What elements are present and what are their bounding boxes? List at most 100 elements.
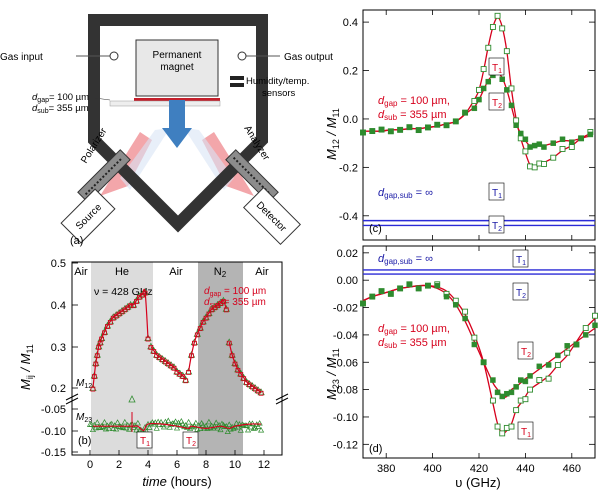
b-m12-point xyxy=(147,342,155,350)
c-inf-t2-label: T2 xyxy=(492,221,502,233)
c-point-t2 xyxy=(527,144,533,150)
c-t1-box xyxy=(488,57,505,76)
c-ytick-label: -0.2 xyxy=(339,162,358,174)
c-point-t2 xyxy=(443,122,450,128)
c-inf-t1-label: T1 xyxy=(492,188,502,200)
region-label-air-3: Air xyxy=(255,266,269,278)
humidity-sensor-1 xyxy=(230,76,244,80)
d-point-t2 xyxy=(499,393,505,400)
b-ytick-m0.15: -0.15 xyxy=(41,447,66,459)
d-ytick-label: -0.12 xyxy=(333,439,358,451)
c-point-t2 xyxy=(425,124,431,131)
d-point-t2 xyxy=(425,282,431,289)
d-point-t2 xyxy=(513,384,519,390)
b-m23-point xyxy=(250,425,257,431)
b-yticks: 0.5 0.4 0.3 0.2 -0.05 -0.10 -0.15 xyxy=(41,258,78,459)
d-data-layer xyxy=(360,269,598,437)
b-xtick-0: 0 xyxy=(87,459,93,471)
c-point-t1 xyxy=(513,117,520,124)
b-m23-point xyxy=(146,424,153,430)
b-m23-point xyxy=(258,426,265,433)
d-ytick-label: 0.02 xyxy=(337,248,358,260)
d-point-t1 xyxy=(489,397,496,404)
d-point-t2 xyxy=(555,352,561,359)
c-point-t2 xyxy=(504,87,510,93)
b-m23-point xyxy=(214,424,221,431)
b-m12-point xyxy=(144,334,152,341)
b-m12-point xyxy=(245,380,254,387)
d-xtick-label: 380 xyxy=(377,463,395,475)
b-m23-fit-curve xyxy=(92,422,262,432)
d-point-t1 xyxy=(462,308,469,315)
b-m12-point xyxy=(89,384,97,392)
b-m12-fit-curve-4 xyxy=(228,342,262,393)
d-point-t1 xyxy=(554,362,561,368)
c-ytick-label: 0.4 xyxy=(343,17,358,29)
b-ytick-m0.05: -0.05 xyxy=(41,404,66,416)
gas-output-port xyxy=(237,51,247,61)
b-m12-point xyxy=(153,350,161,358)
d-point-t2 xyxy=(388,291,394,297)
region-label-n2: N2 xyxy=(214,266,227,279)
b-m23-point xyxy=(153,425,160,431)
c-point-t2 xyxy=(550,140,556,146)
b-m12-point xyxy=(205,309,213,316)
d-point-t2 xyxy=(573,341,580,348)
b-m12-point xyxy=(124,302,132,310)
d-point-t2 xyxy=(582,332,589,338)
gas-input-port xyxy=(109,51,119,61)
b-m23-point xyxy=(226,421,233,428)
b-m23-point xyxy=(121,418,128,425)
b-m23-outlier xyxy=(128,395,136,403)
b-ytick-0.2: 0.2 xyxy=(51,383,66,395)
b-m12-point xyxy=(199,317,207,325)
d-point-t2 xyxy=(415,285,422,292)
b-m12-point xyxy=(155,352,164,360)
b-m23-point xyxy=(217,426,224,433)
d-inf-t1-box xyxy=(512,249,529,268)
panel-a: Permanent magnet B Gas input Gas output … xyxy=(0,14,333,247)
b-m23-point xyxy=(205,418,212,425)
d-xtick-label: 400 xyxy=(423,463,441,475)
d-t1-box xyxy=(517,421,534,440)
c-point-t2 xyxy=(406,124,413,130)
b-m12-point xyxy=(216,298,225,306)
d-point-t1 xyxy=(527,386,533,393)
b-t1-box xyxy=(136,431,153,449)
b-m12-fit-point xyxy=(226,340,232,346)
c-point-t2 xyxy=(480,85,487,92)
b-xtick-6: 6 xyxy=(174,459,180,471)
c-point-t2 xyxy=(559,136,566,143)
region-label-air-2: Air xyxy=(169,266,183,278)
d-t2-box xyxy=(517,341,534,360)
c-point-t2 xyxy=(485,78,492,85)
panel-a-label: (a) xyxy=(70,235,83,247)
c-t2-label: T2 xyxy=(492,98,502,110)
b-xtick-10: 10 xyxy=(229,459,241,471)
b-m12-point xyxy=(196,323,204,331)
d-point-t1 xyxy=(592,312,598,319)
b-xticks: 0 2 4 6 8 10 12 xyxy=(87,450,270,471)
c-point-t2 xyxy=(522,136,529,143)
b-m12-point xyxy=(173,367,181,375)
b-m12-fit-point xyxy=(131,303,136,309)
region-label-he: He xyxy=(115,266,129,278)
c-point-t1 xyxy=(541,161,547,167)
dgap-leader xyxy=(94,97,111,101)
humidity-sensor-2 xyxy=(230,83,244,87)
c-point-t2 xyxy=(369,128,376,134)
c-t2-box xyxy=(488,92,505,111)
b-ylabel: Mij / M11 xyxy=(18,344,35,390)
b-m23-point xyxy=(185,418,192,425)
b-m23-point xyxy=(211,423,218,429)
b-m23-point xyxy=(230,425,237,431)
b-m12-point xyxy=(182,375,190,383)
d-t2-label: T2 xyxy=(521,347,531,359)
d-point-t1 xyxy=(582,325,589,332)
d-axis-ticks: 0.02 0.00 -0.02 -0.04 -0.06 -0.08 -0.10 -0.12 38… xyxy=(333,246,595,475)
b-m23-point xyxy=(133,426,140,433)
c-ylabel: M12 / M11 xyxy=(324,108,341,160)
b-m12-point xyxy=(248,382,257,389)
d-point-t1 xyxy=(564,349,571,356)
